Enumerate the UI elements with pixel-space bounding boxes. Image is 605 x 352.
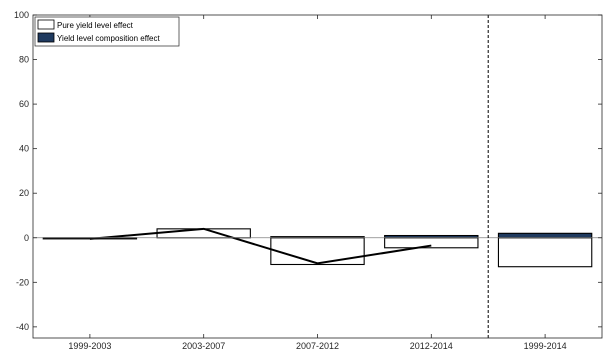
y-tick-label: 80 <box>19 55 29 65</box>
x-tick-label: 2003-2007 <box>182 341 225 351</box>
x-axis: 1999-2003 2003-2007 2007-2012 2012-2014 1999… <box>68 15 567 351</box>
total-effect-line <box>89 227 432 265</box>
x-tick-label: 2007-2012 <box>296 341 339 351</box>
bar-pure-yield <box>270 237 365 266</box>
x-tick-label: 1999-2014 <box>524 341 567 351</box>
y-tick-label: 40 <box>19 144 29 154</box>
legend: Pure yield level effect Yield level comp… <box>34 16 180 47</box>
y-tick-label: 100 <box>14 10 29 20</box>
legend-label-pure-yield: Pure yield level effect <box>57 21 134 30</box>
y-tick-label: -20 <box>16 277 29 287</box>
x-tick-label: 1999-2003 <box>68 341 111 351</box>
legend-swatch-pure-yield <box>37 19 55 30</box>
bar-pure-yield <box>497 237 593 268</box>
total-line-group <box>89 227 432 265</box>
x-tick-label: 2012-2014 <box>410 341 453 351</box>
bar-pure-yield <box>156 228 251 239</box>
legend-swatch-composition <box>37 32 55 43</box>
y-tick-label: -40 <box>16 322 29 332</box>
plot-area <box>33 15 602 338</box>
y-tick-label: 0 <box>24 233 29 243</box>
y-tick-label: 20 <box>19 188 29 198</box>
legend-label-composition: Yield level composition effect <box>57 34 161 43</box>
y-axis: -40 -20 0 20 40 60 80 100 <box>14 10 602 332</box>
y-tick-label: 60 <box>19 99 29 109</box>
bar-composition <box>497 232 593 239</box>
legend-box <box>34 16 180 47</box>
